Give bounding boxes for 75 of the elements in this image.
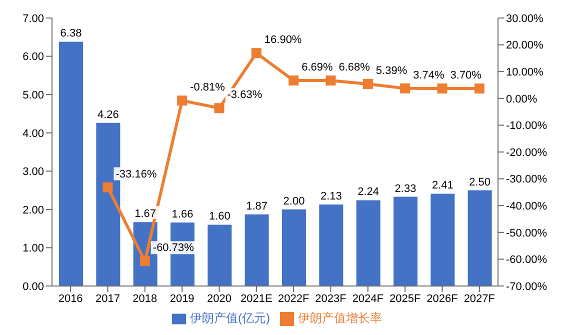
data-label: 3.74%	[413, 69, 444, 82]
point	[177, 96, 188, 106]
y2-tick-label: 30.00%	[506, 12, 544, 25]
y2-tick-label: -10.00%	[506, 120, 548, 132]
bar	[208, 224, 232, 286]
bar	[319, 204, 344, 286]
bar	[282, 209, 306, 286]
x-tick-label: 2023F	[315, 292, 347, 305]
y-tick-label: 6.00	[22, 51, 44, 64]
bar	[356, 200, 380, 286]
y-tick-label: 3.00	[22, 166, 44, 178]
data-label: 1.87	[246, 200, 268, 212]
x-tick-label: 2021E	[240, 292, 272, 305]
data-label: 16.90%	[264, 34, 302, 46]
y2-tick-label: -70.00%	[506, 280, 548, 293]
data-label: -0.81%	[190, 82, 226, 94]
y2-tick-label: 10.00%	[506, 66, 544, 79]
y2-tick-label: -20.00%	[506, 146, 548, 159]
data-label: -33.16%	[116, 168, 157, 180]
y2-tick-label: 0.00%	[506, 93, 538, 106]
y-tick-label: 7.00	[22, 12, 44, 25]
y2-tick-label: -50.00%	[506, 227, 548, 240]
data-label: 4.26	[97, 108, 119, 121]
data-label: 2.50	[469, 176, 491, 188]
y-tick-label: 0.00	[22, 280, 44, 293]
x-tick-label: 2027F	[464, 292, 496, 305]
data-label: 2.00	[283, 195, 305, 208]
data-label: 2.13	[320, 190, 342, 202]
y2-tick-label: -60.00%	[506, 254, 548, 266]
y2-tick-label: -40.00%	[506, 200, 548, 213]
bar	[468, 190, 492, 286]
data-label: 2.33	[394, 182, 416, 195]
legend-label: 伊朗产值增长率	[298, 311, 382, 325]
data-label: -60.73%	[152, 242, 194, 254]
y-tick-label: 5.00	[22, 89, 44, 102]
y-tick-label: 1.00	[22, 242, 44, 255]
data-label: 1.67	[134, 208, 156, 220]
point	[214, 103, 224, 114]
data-label: 2.24	[358, 186, 380, 198]
point	[400, 83, 410, 94]
point	[140, 256, 150, 266]
data-label: 6.68%	[338, 62, 370, 74]
y2-tick-label: 20.00%	[506, 40, 544, 52]
data-label: -3.63%	[227, 89, 262, 102]
y2-tick-label: -30.00%	[506, 174, 548, 186]
data-label: 1.66	[172, 208, 194, 220]
x-tick-label: 2019	[170, 292, 194, 305]
bar	[430, 194, 455, 286]
point	[326, 76, 336, 86]
y-tick-label: 2.00	[22, 204, 44, 216]
x-tick-label: 2017	[96, 292, 120, 305]
x-tick-label: 2016	[58, 292, 83, 305]
point	[474, 83, 484, 94]
x-tick-label: 2024F	[352, 292, 384, 305]
x-tick-label: 2026F	[426, 292, 458, 305]
point	[437, 83, 448, 94]
x-tick-label: 2018	[132, 292, 158, 305]
y-tick-label: 4.00	[22, 128, 44, 140]
x-tick-label: 2022F	[278, 292, 310, 305]
bar	[394, 196, 418, 286]
bar	[59, 42, 83, 286]
point	[288, 75, 299, 86]
data-label: 2.41	[432, 180, 454, 192]
bar	[244, 214, 269, 286]
legend-label: 伊朗产值(亿元)	[190, 311, 270, 325]
x-tick-label: 2025F	[389, 292, 421, 305]
data-label: 6.69%	[302, 61, 333, 74]
data-label: 6.38	[60, 28, 82, 40]
point	[362, 78, 373, 89]
point	[102, 182, 113, 192]
data-label: 3.70%	[450, 69, 482, 82]
data-label: 1.60	[208, 210, 230, 223]
point	[251, 48, 262, 58]
data-label: 5.39%	[376, 64, 408, 77]
x-tick-label: 2020	[207, 292, 232, 305]
